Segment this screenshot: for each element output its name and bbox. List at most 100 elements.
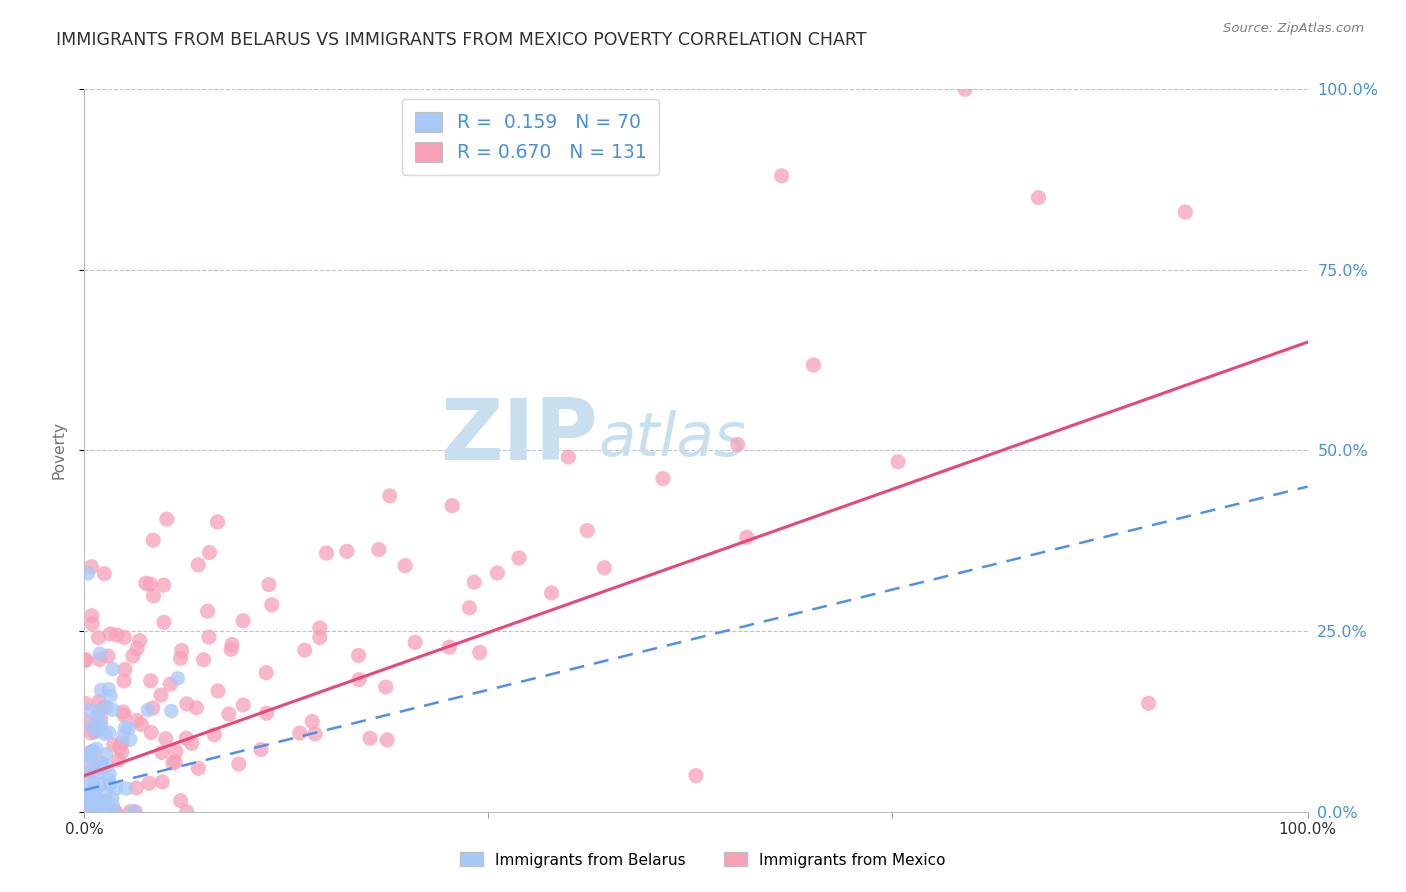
- Point: [228, 757, 250, 772]
- Point: [1174, 205, 1197, 219]
- Point: [219, 642, 242, 657]
- Point: [80, 726, 103, 740]
- Point: [80, 744, 103, 758]
- Point: [97, 772, 120, 787]
- Point: [124, 805, 146, 819]
- Point: [86, 790, 108, 805]
- Point: [76, 790, 98, 805]
- Point: [202, 728, 225, 742]
- Point: [80, 559, 103, 574]
- Point: [301, 714, 323, 729]
- Point: [114, 663, 136, 677]
- Point: [90, 682, 112, 697]
- Point: [107, 753, 129, 767]
- Point: [139, 577, 162, 591]
- Text: ZIP: ZIP: [440, 394, 598, 477]
- Point: [685, 769, 707, 783]
- Point: [166, 671, 188, 685]
- Point: [79, 750, 101, 764]
- Point: [439, 640, 461, 655]
- Point: [87, 765, 110, 780]
- Point: [87, 694, 110, 708]
- Point: [84, 783, 107, 797]
- Point: [441, 499, 464, 513]
- Point: [93, 800, 115, 814]
- Point: [86, 724, 108, 739]
- Point: [83, 805, 105, 819]
- Point: [77, 566, 100, 581]
- Point: [93, 700, 115, 714]
- Point: [77, 747, 100, 761]
- Point: [162, 756, 184, 770]
- Point: [83, 785, 105, 799]
- Point: [80, 720, 103, 734]
- Point: [118, 721, 141, 735]
- Point: [121, 648, 143, 663]
- Y-axis label: Poverty: Poverty: [51, 421, 66, 480]
- Point: [80, 764, 103, 778]
- Point: [90, 712, 112, 726]
- Legend: R =  0.159   N = 70, R = 0.670   N = 131: R = 0.159 N = 70, R = 0.670 N = 131: [402, 99, 659, 175]
- Point: [232, 614, 254, 628]
- Point: [97, 649, 120, 664]
- Point: [142, 701, 165, 715]
- Point: [576, 524, 599, 538]
- Point: [111, 745, 134, 759]
- Point: [404, 635, 426, 649]
- Text: IMMIGRANTS FROM BELARUS VS IMMIGRANTS FROM MEXICO POVERTY CORRELATION CHART: IMMIGRANTS FROM BELARUS VS IMMIGRANTS FR…: [56, 31, 866, 49]
- Point: [84, 793, 107, 807]
- Point: [87, 703, 110, 717]
- Point: [375, 733, 398, 747]
- Point: [83, 724, 105, 739]
- Point: [218, 707, 240, 722]
- Point: [89, 756, 111, 770]
- Point: [221, 638, 243, 652]
- Point: [180, 736, 202, 750]
- Point: [367, 542, 389, 557]
- Point: [378, 489, 401, 503]
- Point: [468, 645, 491, 659]
- Point: [197, 604, 219, 618]
- Point: [308, 621, 330, 635]
- Point: [458, 600, 481, 615]
- Point: [91, 756, 114, 771]
- Point: [103, 738, 125, 752]
- Point: [152, 578, 174, 592]
- Point: [165, 755, 187, 769]
- Point: [114, 721, 136, 735]
- Point: [186, 700, 208, 714]
- Point: [83, 779, 105, 793]
- Point: [508, 551, 530, 566]
- Point: [104, 805, 127, 819]
- Point: [727, 437, 749, 451]
- Point: [101, 798, 124, 813]
- Point: [125, 780, 148, 795]
- Point: [77, 703, 100, 717]
- Point: [142, 589, 165, 603]
- Point: [115, 781, 138, 796]
- Point: [128, 633, 150, 648]
- Point: [89, 777, 111, 791]
- Point: [103, 805, 125, 819]
- Point: [94, 747, 117, 762]
- Point: [540, 586, 562, 600]
- Point: [374, 680, 396, 694]
- Point: [93, 566, 115, 581]
- Point: [463, 575, 485, 590]
- Point: [1028, 191, 1050, 205]
- Point: [193, 653, 215, 667]
- Point: [150, 688, 173, 702]
- Point: [98, 778, 121, 792]
- Point: [86, 802, 108, 816]
- Point: [112, 630, 135, 644]
- Point: [486, 566, 509, 580]
- Point: [108, 739, 131, 754]
- Point: [1137, 696, 1160, 710]
- Point: [803, 358, 825, 372]
- Point: [94, 794, 117, 808]
- Point: [77, 714, 100, 729]
- Point: [120, 732, 142, 747]
- Point: [315, 546, 337, 560]
- Point: [176, 697, 198, 711]
- Point: [142, 533, 165, 548]
